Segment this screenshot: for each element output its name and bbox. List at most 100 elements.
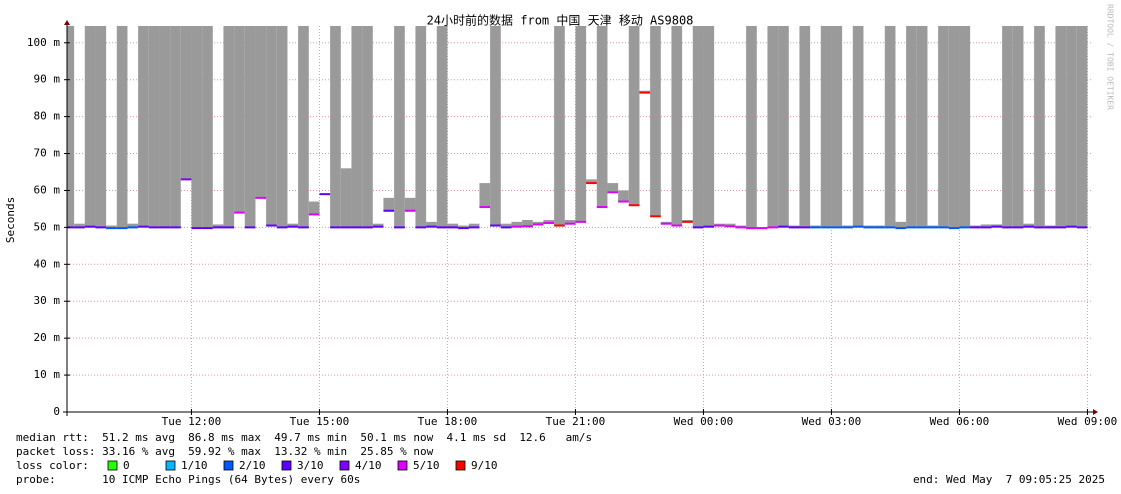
smoke-band [458, 225, 469, 229]
y-tick-label: 70 m [34, 147, 61, 160]
smoke-band [84, 26, 96, 227]
stats-line: median rtt: 51.2 ms avg 86.8 ms max 49.7… [16, 431, 592, 444]
smoke-band [618, 190, 629, 202]
y-tick-label: 0 [53, 405, 60, 418]
y-tick-label: 40 m [34, 257, 61, 270]
smoke-band [468, 223, 480, 228]
legend-swatch [107, 460, 118, 471]
legend-label: 2/10 [239, 459, 266, 472]
smoke-band [938, 26, 949, 228]
smoke-band [906, 26, 917, 228]
smoke-band [650, 26, 661, 217]
smoke-band [1055, 26, 1067, 228]
x-tick-label: Wed 03:00 [802, 415, 862, 428]
smoke-band [372, 223, 384, 227]
smoke-band [575, 26, 587, 222]
smoke-band [266, 26, 277, 226]
smoke-band [490, 26, 501, 226]
smoke-band [404, 197, 416, 211]
legend-swatch [165, 460, 176, 471]
y-tick-label: 50 m [34, 220, 61, 233]
smoke-band [223, 26, 235, 228]
smoke-band [554, 26, 565, 226]
smoke-band [628, 26, 640, 206]
smoke-band [212, 224, 224, 228]
smoke-band [330, 26, 341, 228]
smoke-band [1012, 26, 1024, 228]
smoke-band [831, 26, 843, 228]
x-tick-label: Tue 15:00 [290, 415, 350, 428]
y-axis-arrow [64, 20, 70, 25]
y-tick-label: 100 m [27, 36, 60, 49]
smoke-band [255, 26, 267, 198]
smoke-band [1023, 223, 1035, 227]
smoke-band [799, 26, 811, 228]
smoke-band [159, 26, 171, 228]
watermark: RRDTOOL / TOBI OETIKER [1106, 4, 1115, 110]
smoke-band [138, 26, 149, 227]
legend-label: 9/10 [471, 459, 498, 472]
end-time: end: Wed May 7 09:05:25 2025 [913, 473, 1105, 486]
smoke-band [607, 183, 619, 193]
smoke-band [586, 179, 597, 184]
smoke-band [948, 26, 960, 229]
smoke-band [671, 26, 683, 226]
smoke-band [767, 26, 779, 228]
smoke-band [447, 223, 459, 228]
smoke-band [67, 26, 75, 228]
y-tick-label: 90 m [34, 73, 61, 86]
smoke-band [1002, 26, 1013, 228]
smoke-band [724, 223, 736, 227]
x-tick-label: Tue 21:00 [546, 415, 606, 428]
x-tick-label: Wed 00:00 [674, 415, 734, 428]
x-tick-label: Wed 06:00 [930, 415, 990, 428]
smoke-band [916, 26, 928, 228]
smoke-band [991, 224, 1003, 227]
smoke-band [74, 223, 85, 228]
stats-line: packet loss: 33.16 % avg 59.92 % max 13.… [16, 445, 434, 458]
smoke-band [543, 220, 555, 223]
smoke-band [415, 26, 427, 228]
legend-swatch [223, 460, 234, 471]
smoke-band [884, 26, 896, 228]
y-tick-label: 20 m [34, 331, 61, 344]
smoke-band [276, 26, 288, 228]
y-tick-label: 30 m [34, 294, 61, 307]
smoke-band [394, 26, 405, 228]
smoke-band [746, 26, 757, 229]
smoke-band [436, 26, 448, 228]
x-tick-label: Tue 18:00 [418, 415, 478, 428]
axes [63, 20, 1098, 416]
labels: 0 10 m 20 m 30 m 40 m 50 m 60 m 70 m 80 m 90 m 100… [16, 36, 1117, 486]
smoke-band [148, 26, 160, 228]
smoke-band [340, 168, 352, 228]
smoke-band [1034, 26, 1045, 228]
smoke-band [106, 225, 117, 229]
legend-label: 1/10 [181, 459, 208, 472]
smoke-band [959, 26, 971, 228]
legend-swatch [455, 460, 466, 471]
smoke-band [522, 220, 533, 227]
y-axis-label: Seconds [4, 197, 17, 243]
smoke-band [532, 221, 544, 225]
smoke-band [1076, 26, 1088, 228]
smoke-band [564, 220, 576, 224]
smoke-band [351, 26, 363, 228]
smoke-band [703, 26, 715, 227]
smoke-band [980, 224, 992, 228]
chart-title: 24小时前的数据 from 中国 天津 移动 AS9808 [427, 13, 694, 28]
smoke-band [852, 26, 864, 227]
x-tick-label: Wed 09:00 [1058, 415, 1118, 428]
smoke-band [511, 221, 523, 227]
legend-label: 5/10 [413, 459, 440, 472]
legend-title: loss color: [16, 459, 89, 472]
legend-label: 4/10 [355, 459, 382, 472]
smoke-band [596, 26, 608, 208]
smoke-band [95, 26, 107, 228]
smoke-band [362, 26, 373, 228]
smoke-band [692, 26, 704, 228]
legend-swatch [281, 460, 292, 471]
legend-swatch [339, 460, 350, 471]
x-tick-label: Tue 12:00 [162, 415, 222, 428]
